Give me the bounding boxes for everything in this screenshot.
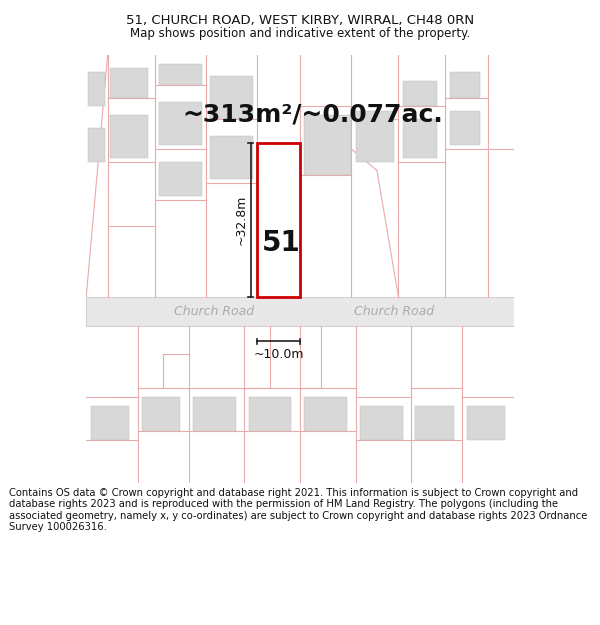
Text: ~313m²/~0.077ac.: ~313m²/~0.077ac. <box>182 103 443 127</box>
Bar <box>210 76 253 119</box>
Text: Church Road: Church Road <box>354 305 434 318</box>
Bar <box>210 136 253 179</box>
Bar <box>142 397 180 431</box>
Bar <box>403 81 437 106</box>
Bar <box>249 397 292 431</box>
Bar <box>88 72 106 106</box>
Bar <box>403 119 437 158</box>
Text: Church Road: Church Road <box>175 305 254 318</box>
Bar <box>257 142 300 296</box>
Bar <box>304 397 347 431</box>
Text: 51, CHURCH ROAD, WEST KIRBY, WIRRAL, CH48 0RN: 51, CHURCH ROAD, WEST KIRBY, WIRRAL, CH4… <box>126 14 474 27</box>
Bar <box>110 115 148 158</box>
Bar <box>356 111 394 162</box>
Text: Map shows position and indicative extent of the property.: Map shows position and indicative extent… <box>130 27 470 40</box>
Bar <box>449 111 479 145</box>
Bar <box>304 115 351 175</box>
Text: ~32.8m: ~32.8m <box>235 194 248 245</box>
Bar <box>449 72 479 98</box>
Bar <box>415 406 454 440</box>
Bar <box>88 127 106 162</box>
Bar <box>91 406 129 440</box>
Bar <box>86 296 514 326</box>
Bar <box>360 406 403 440</box>
Bar <box>159 64 202 85</box>
Text: 51: 51 <box>262 229 300 257</box>
Bar <box>467 406 505 440</box>
Bar <box>159 162 202 196</box>
Bar <box>110 68 148 98</box>
Text: Contains OS data © Crown copyright and database right 2021. This information is : Contains OS data © Crown copyright and d… <box>9 488 587 532</box>
Text: ~10.0m: ~10.0m <box>253 348 304 361</box>
Bar <box>159 102 202 145</box>
Bar <box>193 397 236 431</box>
